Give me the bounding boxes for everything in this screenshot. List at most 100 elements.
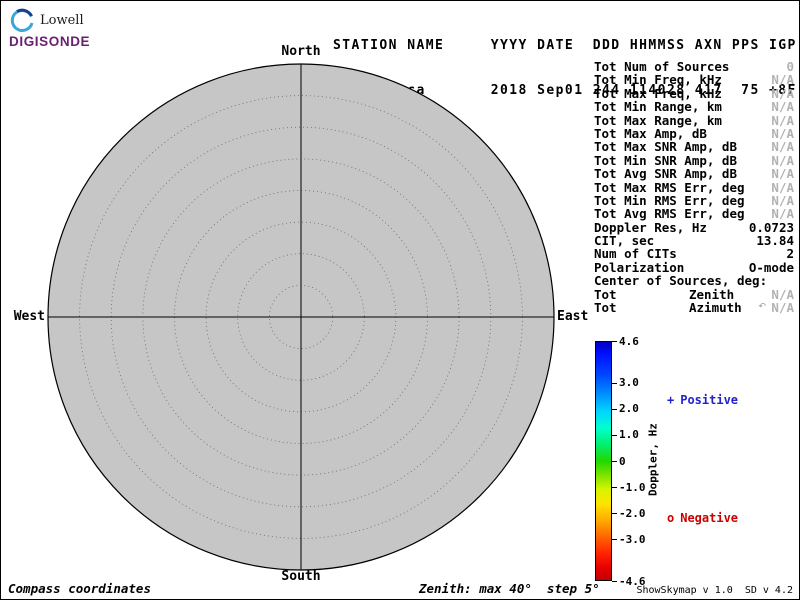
stat-value: N/A (771, 300, 794, 316)
colorbar-tick-label: 2.0 (619, 402, 639, 416)
colorbar-title: Doppler, Hz (646, 423, 660, 496)
stat-value: 2 (786, 246, 794, 262)
compass-south-label: South (281, 569, 321, 584)
negative-legend-label: Negative (680, 511, 739, 525)
stat-row: Center of Sources, deg: (594, 273, 794, 289)
azimuth-arrow-icon: ↶ (758, 302, 766, 313)
colorbar-tick-label: 1.0 (619, 428, 639, 442)
stat-value: N/A (771, 179, 794, 195)
compass-west-label: West (13, 309, 45, 324)
stat-row: Tot Max Amp, dB N/A (594, 125, 794, 141)
stat-value: 13.84 (756, 233, 794, 249)
stat-row: Tot Max Freq, kHz N/A (594, 85, 794, 101)
circle-marker-icon: o (667, 511, 675, 525)
colorbar-tick (612, 581, 617, 582)
stat-row: Tot Max Range, km N/A (594, 112, 794, 128)
stat-row: Tot Min Range, km N/A (594, 99, 794, 115)
skymap-plot (47, 63, 555, 571)
stat-row: Tot Avg SNR Amp, dB N/A (594, 166, 794, 182)
colorbar-tick-label: -3.0 (619, 532, 646, 546)
colorbar-tick (612, 487, 617, 489)
colorbar-tick-label: -2.0 (619, 506, 646, 520)
stats-panel: Tot Num of Sources 0 Tot Min Freq, kHz N/A T… (594, 59, 794, 316)
plus-marker-icon: + (667, 393, 675, 407)
stat-row: Tot Azimuth ↶ N/A (594, 300, 794, 316)
stat-row: Polarization O-mode (594, 259, 794, 275)
colorbar-tick-label: -1.0 (619, 480, 646, 494)
colorbar-tick (612, 434, 617, 436)
stat-label: Tot Min RMS Err, deg (594, 192, 745, 208)
stat-row: Tot Min RMS Err, deg N/A (594, 192, 794, 208)
stat-value: N/A (771, 72, 794, 88)
software-version-label: ShowSkymap v 1.0 SD v 4.2 (636, 585, 793, 596)
colorbar-tick (612, 513, 617, 515)
colorbar-tick (612, 539, 617, 541)
colorbar-tick-label: -4.6 (619, 574, 646, 588)
header-table: STATION NAME YYYY DATE DDD HHMMSS AXN PP… (333, 8, 797, 128)
stat-row: Num of CITs 2 (594, 246, 794, 262)
stat-label: Tot Min SNR Amp, dB (594, 152, 737, 168)
stat-label: Tot Avg SNR Amp, dB (594, 166, 737, 182)
stat-sublabel: Zenith (689, 286, 735, 302)
colorbar-tick (612, 461, 617, 462)
stat-row: CIT, sec 13.84 (594, 233, 794, 249)
stat-value: N/A (771, 85, 794, 101)
header-column-titles: STATION NAME YYYY DATE DDD HHMMSS AXN PP… (333, 38, 797, 53)
stat-value: N/A (771, 139, 794, 155)
coordinates-mode-label: Compass coordinates (8, 581, 151, 596)
stat-label: Tot (594, 300, 617, 316)
stat-row: Tot Max SNR Amp, dB N/A (594, 139, 794, 155)
stat-label: Tot Max RMS Err, deg (594, 179, 745, 195)
stat-row: Tot Num of Sources 0 (594, 59, 794, 74)
stat-label: Tot Max SNR Amp, dB (594, 139, 737, 155)
stat-value: N/A (771, 112, 794, 128)
doppler-colorbar (595, 341, 612, 581)
stat-value: N/A (771, 125, 794, 141)
stat-label: Polarization (594, 259, 685, 275)
colorbar-tick-label: 0 (619, 454, 626, 468)
compass-east-label: East (557, 309, 589, 324)
stat-value: N/A (771, 166, 794, 182)
negative-doppler-legend: o Negative (667, 511, 738, 525)
stat-value: N/A (771, 206, 794, 222)
colorbar-tick (612, 408, 617, 410)
stat-label: Tot (594, 286, 617, 302)
logo-product: DIGISONDE (9, 34, 91, 49)
compass-north-label: North (281, 44, 321, 59)
stat-row: Tot Zenith N/A (594, 286, 794, 302)
stat-row: Tot Min Freq, kHz N/A (594, 72, 794, 88)
stat-label: CIT, sec (594, 233, 655, 249)
positive-legend-label: Positive (680, 393, 739, 407)
digisonde-swoosh-icon (10, 8, 34, 32)
stat-value: N/A (771, 152, 794, 168)
stat-value: N/A (771, 99, 794, 115)
stat-row: Tot Min SNR Amp, dB N/A (594, 152, 794, 168)
stat-label: Tot Min Range, km (594, 99, 722, 115)
stat-label: Center of Sources, deg: (594, 273, 768, 289)
stat-label: Tot Avg RMS Err, deg (594, 206, 745, 222)
logo: Lowell DIGISONDE (9, 7, 90, 49)
colorbar-tick (612, 382, 617, 384)
stat-label: Tot Max Amp, dB (594, 125, 707, 141)
stat-label: Doppler Res, Hz (594, 219, 707, 235)
colorbar-tick-label: 4.6 (619, 334, 639, 348)
stat-label: Tot Num of Sources (594, 59, 730, 74)
stat-value: N/A (771, 192, 794, 208)
logo-top-row: Lowell (9, 7, 90, 33)
stat-label: Tot Max Range, km (594, 112, 722, 128)
stat-sublabel: Azimuth (689, 300, 742, 316)
stat-value: 0 (786, 59, 794, 74)
stat-value: 0.0723 (748, 219, 794, 235)
colorbar-tick-label: 3.0 (619, 376, 639, 390)
stat-value: O-mode (748, 259, 794, 275)
logo-brand: Lowell (40, 12, 84, 28)
stat-label: Tot Max Freq, kHz (594, 85, 722, 101)
stat-row: Doppler Res, Hz 0.0723 (594, 219, 794, 235)
stat-row: Tot Avg RMS Err, deg N/A (594, 206, 794, 222)
stat-label: Tot Min Freq, kHz (594, 72, 722, 88)
stat-row: Tot Max RMS Err, deg N/A (594, 179, 794, 195)
zenith-scale-note: Zenith: max 40° step 5° (419, 581, 600, 596)
stat-value: N/A (771, 286, 794, 302)
positive-doppler-legend: + Positive (667, 393, 738, 407)
